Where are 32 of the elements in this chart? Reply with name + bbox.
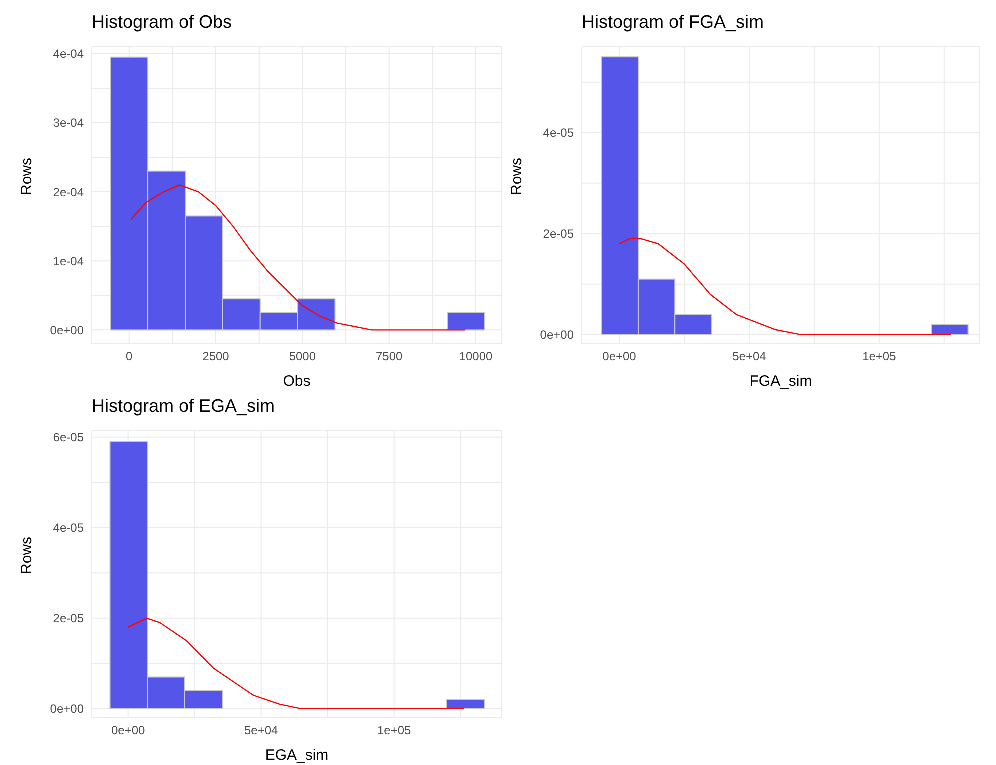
y-axis-title: Rows [508,158,526,196]
x-axis-title: FGA_sim [750,373,812,390]
x-tick-label: 0e+00 [602,350,637,364]
chart-title: Histogram of FGA_sim [582,12,764,33]
x-tick-label: 5e+04 [244,724,279,738]
chart-title: Histogram of EGA_sim [92,396,276,417]
x-tick-label: 7500 [376,350,404,364]
x-tick-label: 0e+00 [111,724,146,738]
y-tick-label: 1e-04 [53,254,84,268]
y-tick-label: 0e+00 [50,323,84,338]
y-tick-label: 4e-04 [53,47,84,62]
x-tick-label: 5e+04 [732,350,767,364]
y-tick-label: 2e-04 [53,185,84,200]
x-tick-label: 1e+05 [377,724,412,738]
x-tick-label: 5000 [289,350,316,364]
y-tick-label: 2e-05 [53,612,84,626]
x-tick-label: 10000 [459,350,494,364]
y-axis-title: Rows [18,158,36,196]
y-tick-label: 0e+00 [540,328,574,342]
y-tick-label: 2e-05 [543,227,574,242]
y-tick-label: 0e+00 [50,702,84,716]
x-axis-title: EGA_sim [265,747,329,764]
y-tick-label: 4e-05 [53,521,84,536]
y-tick-label: 3e-04 [53,116,84,130]
chart-title: Histogram of Obs [92,12,232,33]
y-tick-label: 6e-05 [53,430,84,445]
x-tick-label: 2500 [202,350,230,364]
x-axis-title: Obs [283,373,311,390]
x-tick-label: 0 [126,350,133,364]
x-tick-label: 1e+05 [862,350,897,364]
y-tick-label: 4e-05 [543,126,574,140]
y-axis-title: Rows [18,536,36,574]
